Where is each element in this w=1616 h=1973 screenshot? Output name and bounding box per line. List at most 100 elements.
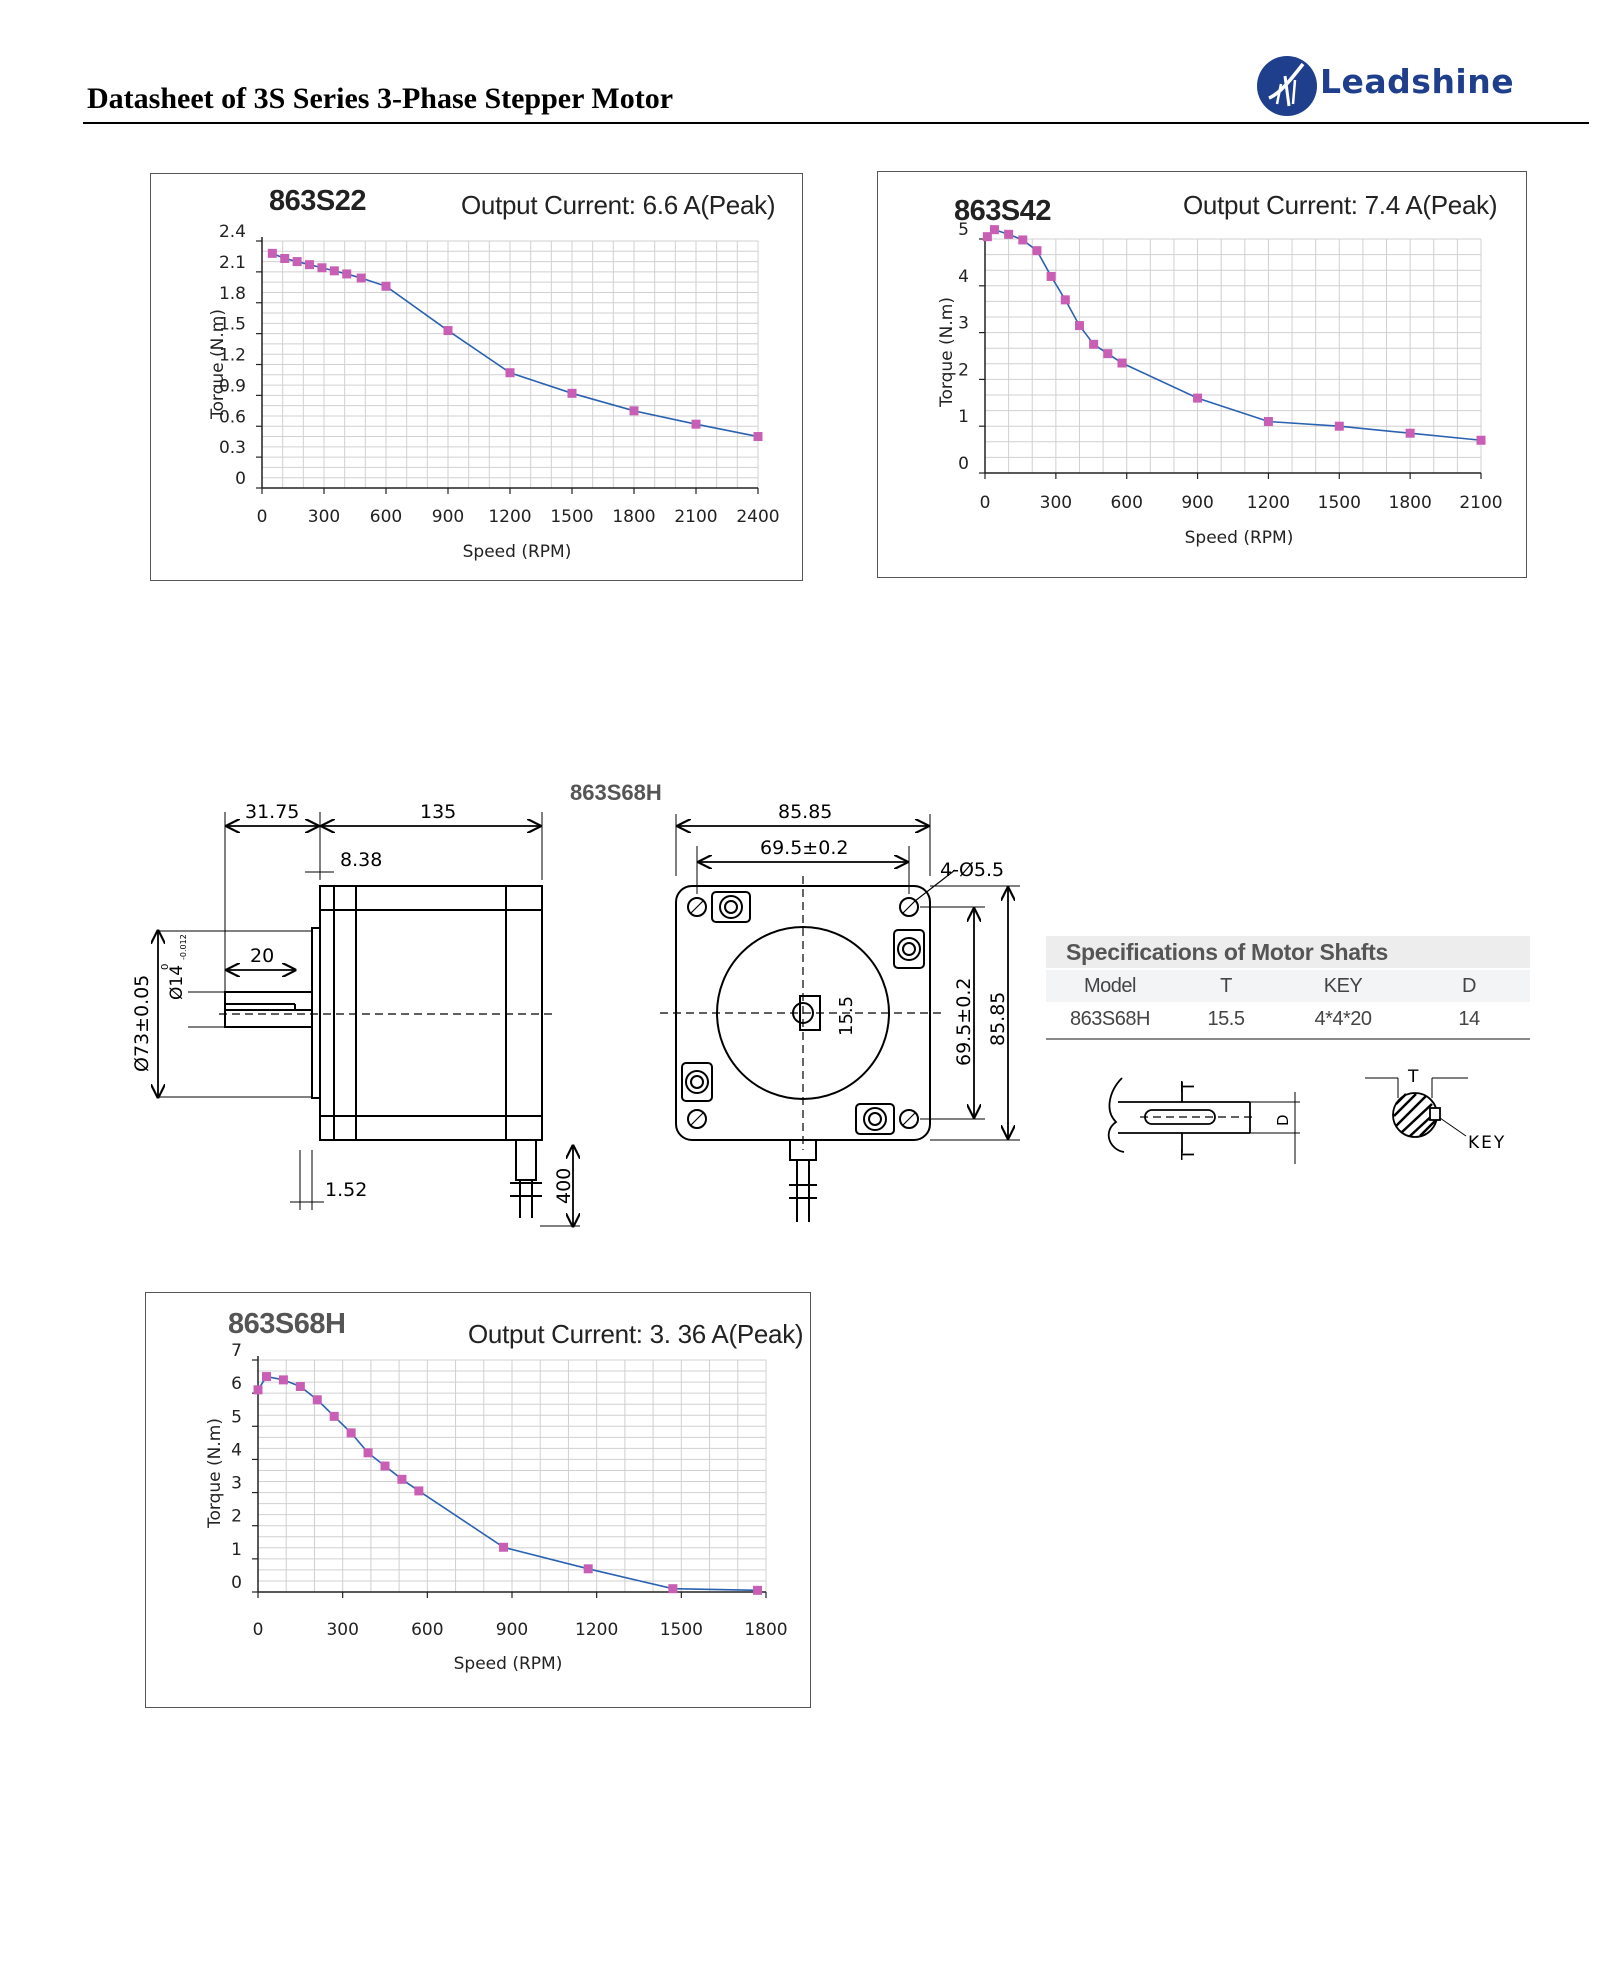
x-tick-label: 0 [980, 493, 991, 513]
data-point [381, 281, 391, 291]
data-point [295, 1382, 305, 1392]
y-tick-label: 3 [231, 1474, 242, 1494]
data-point [691, 419, 701, 429]
x-tick-label: 600 [1110, 493, 1142, 513]
x-tick-label: 1800 [612, 507, 655, 527]
data-point [1074, 321, 1084, 331]
x-axis-label: Speed (RPM) [1185, 528, 1294, 548]
y-axis-label: Torque (N.m) [208, 309, 228, 420]
data-point [1032, 246, 1042, 256]
x-tick-label: 2100 [1459, 493, 1502, 513]
spec-header-model: Model [1084, 975, 1136, 997]
shaft-detail [1107, 1077, 1468, 1164]
data-point [292, 257, 302, 267]
data-point [261, 1372, 271, 1382]
data-point [267, 248, 277, 258]
dim-flange-offset: 8.38 [340, 849, 382, 871]
y-tick-label: 0 [958, 454, 969, 474]
x-tick-label: 1800 [1389, 493, 1432, 513]
x-tick-label: 1500 [660, 1620, 703, 1640]
output-current-label: Output Current: 7.4 A(Peak) [1183, 190, 1497, 220]
data-point [567, 388, 577, 398]
chart-863s68h: 0 300 600 900 1200 1500 1800 0 1 2 3 4 5 6 7 863S68H Out… [145, 1292, 811, 1708]
y-tick-label: 6 [231, 1374, 242, 1394]
dim-hole-spacing-h: 69.5±0.2 [760, 837, 848, 859]
front-view [660, 814, 1020, 1222]
y-axis-label: Torque (N.m) [937, 297, 957, 408]
data-point [753, 432, 763, 442]
dim-shaft-flat: 15.5 [836, 996, 857, 1036]
lead-wires [515, 1139, 537, 1181]
x-tick-label: 0 [253, 1620, 264, 1640]
x-tick-label: 1200 [575, 1620, 618, 1640]
y-tick-label: 1 [958, 407, 969, 427]
shaft-d-label: D [1274, 1114, 1292, 1126]
logo-text: Leadshine [1320, 62, 1515, 101]
torque-curve [257, 1375, 758, 1592]
x-tick-label: 300 [326, 1620, 358, 1640]
data-point [1476, 435, 1486, 445]
data-point [1060, 295, 1070, 305]
x-tick-label: 2400 [736, 507, 779, 527]
leadshine-logo-icon [1257, 56, 1317, 116]
data-point [629, 406, 639, 416]
y-tick-label: 4 [958, 267, 969, 287]
data-point [329, 1411, 339, 1421]
x-tick-label: 0 [257, 507, 268, 527]
y-tick-label: 2 [958, 360, 969, 380]
y-tick-label: 1.2 [219, 346, 246, 366]
dim-flange-thickness: 1.52 [325, 1179, 367, 1201]
data-point [1334, 421, 1344, 431]
mount-hole-br [899, 1109, 919, 1129]
mount-hole-bl [687, 1109, 707, 1129]
dim-hole-spacing-v: 69.5±0.2 [953, 978, 975, 1066]
data-point [414, 1486, 424, 1496]
data-point [668, 1584, 678, 1594]
x-axis-label: Speed (RPM) [454, 1654, 563, 1674]
shaft-spec-rule [1046, 1038, 1530, 1040]
y-tick-label: 1.8 [219, 284, 246, 304]
data-point [278, 1375, 288, 1385]
y-tick-label: 3 [958, 314, 969, 334]
side-view [158, 812, 580, 1226]
dim-pilot-diameter: Ø73±0.05 [131, 975, 153, 1072]
drawing-model-label: 863S68H [570, 780, 662, 805]
dim-shaft-length: 31.75 [245, 801, 299, 823]
data-point [363, 1448, 373, 1458]
x-tick-label: 300 [1040, 493, 1072, 513]
data-point [443, 326, 453, 336]
chart-863s22-svg: 0 300 600 900 1200 1500 1800 2100 2400 0 0.3 0.6 0.9… [208, 185, 780, 562]
y-tick-label: 0.6 [219, 407, 246, 427]
x-tick-label: 1800 [744, 1620, 787, 1640]
data-point [1117, 358, 1127, 368]
x-tick-label: 900 [496, 1620, 528, 1640]
y-tick-label: 2.1 [219, 253, 246, 273]
y-tick-label: 5 [958, 220, 969, 240]
chart-title: 863S68H [228, 1308, 345, 1340]
spec-cell-d: 14 [1458, 1008, 1480, 1030]
spec-header-key: KEY [1323, 975, 1363, 997]
data-point [317, 263, 327, 273]
y-tick-label: 7 [231, 1341, 242, 1361]
dim-shaft-diameter: Ø14 [167, 965, 187, 1000]
y-tick-label: 2.4 [219, 222, 246, 242]
data-point [1263, 417, 1273, 427]
data-point [499, 1542, 509, 1552]
data-point [342, 269, 352, 279]
chart-863s22: 0 300 600 900 1200 1500 1800 2100 2400 0 0.3 0.6 0.9… [150, 173, 803, 581]
data-point [346, 1428, 356, 1438]
dimension-drawing: 863S68H 31.75 [131, 780, 1506, 1240]
x-tick-label: 600 [370, 507, 402, 527]
data-point [1018, 235, 1028, 245]
shaft-key-label: KEY [1468, 1133, 1506, 1153]
x-axis-label: Speed (RPM) [463, 542, 572, 562]
data-point [312, 1395, 322, 1405]
dim-frame-height: 85.85 [987, 992, 1009, 1046]
torque-curve [272, 252, 759, 438]
data-point [989, 225, 999, 235]
chart-title: 863S42 [954, 195, 1051, 227]
x-tick-label: 900 [432, 507, 464, 527]
dim-mount-holes: 4-Ø5.5 [940, 859, 1004, 881]
y-tick-label: 4 [231, 1440, 242, 1460]
